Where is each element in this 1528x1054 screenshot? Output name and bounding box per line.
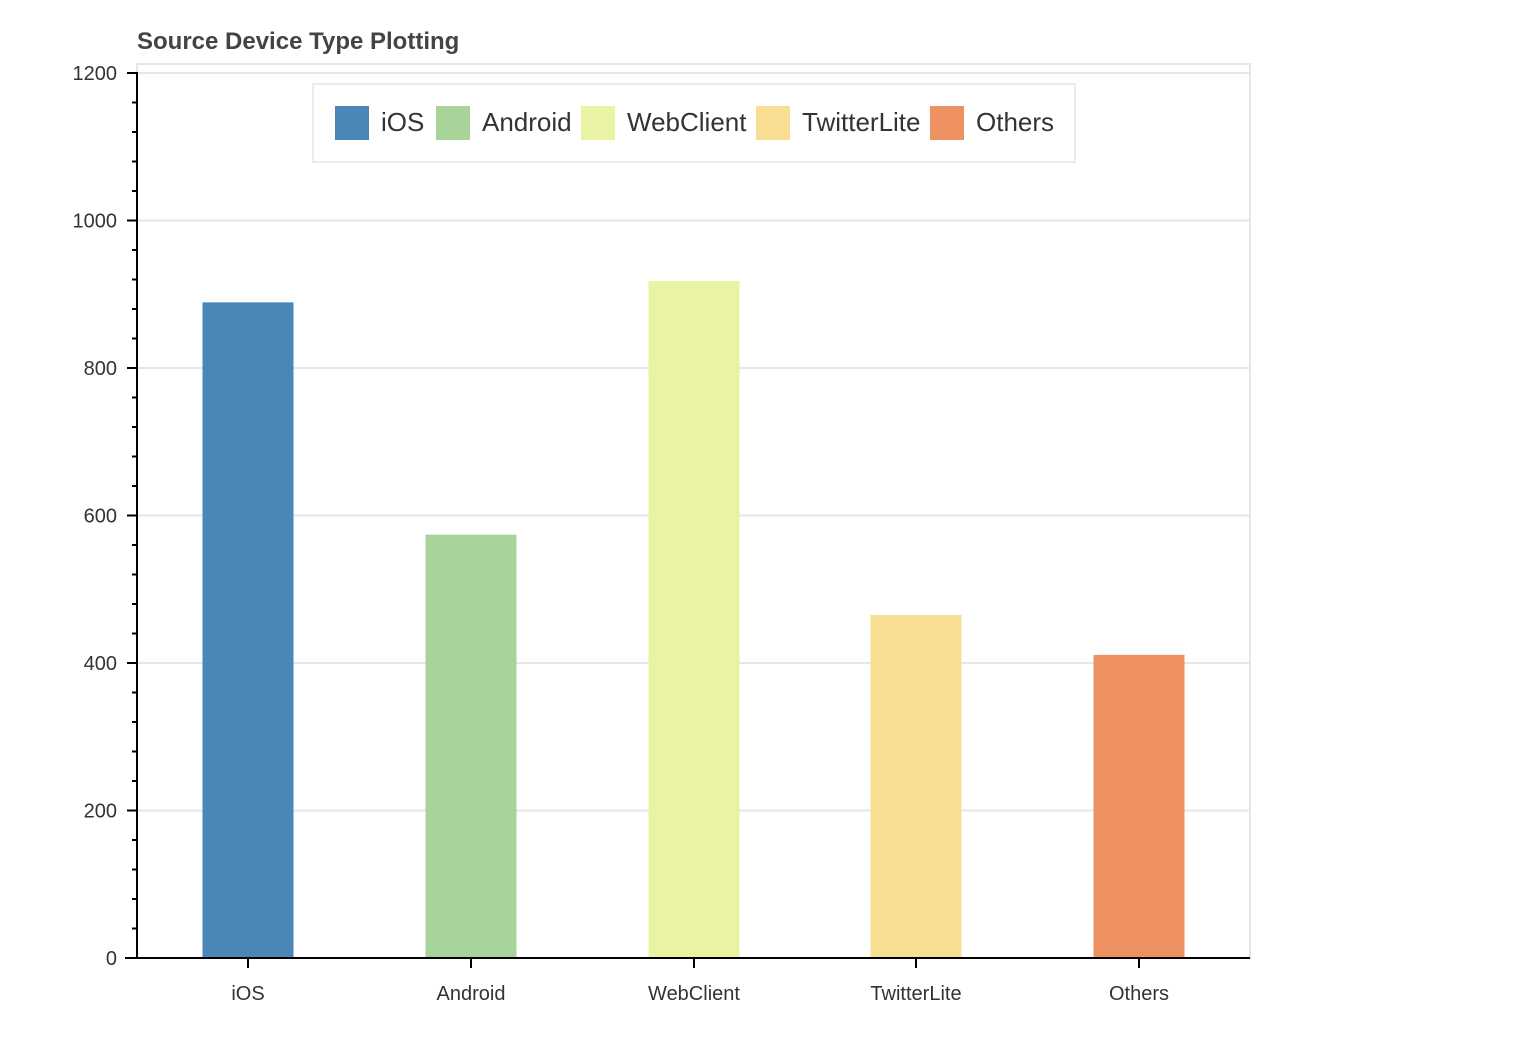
legend-label: Others [976,107,1054,137]
y-tick-label: 0 [106,948,117,970]
bar-webclient [648,280,740,959]
legend-swatch [756,106,790,140]
y-tick-label: 400 [84,653,117,675]
legend-swatch [581,106,615,140]
y-tick-label: 200 [84,801,117,823]
y-tick-label: 600 [84,506,117,528]
bar-android [425,534,517,958]
bars [202,280,1185,959]
chart-title: Source Device Type Plotting [137,28,459,55]
bar-ios [202,302,294,958]
legend-label: TwitterLite [802,107,921,137]
legend-swatch [930,106,964,140]
legend-label: WebClient [627,107,747,137]
legend-swatch [335,106,369,140]
x-tick-label: WebClient [648,983,740,1005]
bar-others [1093,654,1185,958]
x-tick-label: iOS [231,983,264,1005]
x-tick-label: Android [437,983,506,1005]
axes: 0 200 400 600 800 1000 1200 iOS Android WebClient… [73,63,1250,1005]
x-tick-label: Others [1109,983,1169,1005]
legend-label: Android [482,107,572,137]
legend-label: iOS [381,107,424,137]
legend-swatch [436,106,470,140]
x-tick-label: TwitterLite [870,983,961,1005]
y-tick-label: 800 [84,358,117,380]
legend: iOS Android WebClient TwitterLite Others [312,83,1076,163]
bar-twitterlite [870,615,962,958]
y-tick-label: 1000 [73,211,118,233]
y-tick-label: 1200 [73,63,118,85]
